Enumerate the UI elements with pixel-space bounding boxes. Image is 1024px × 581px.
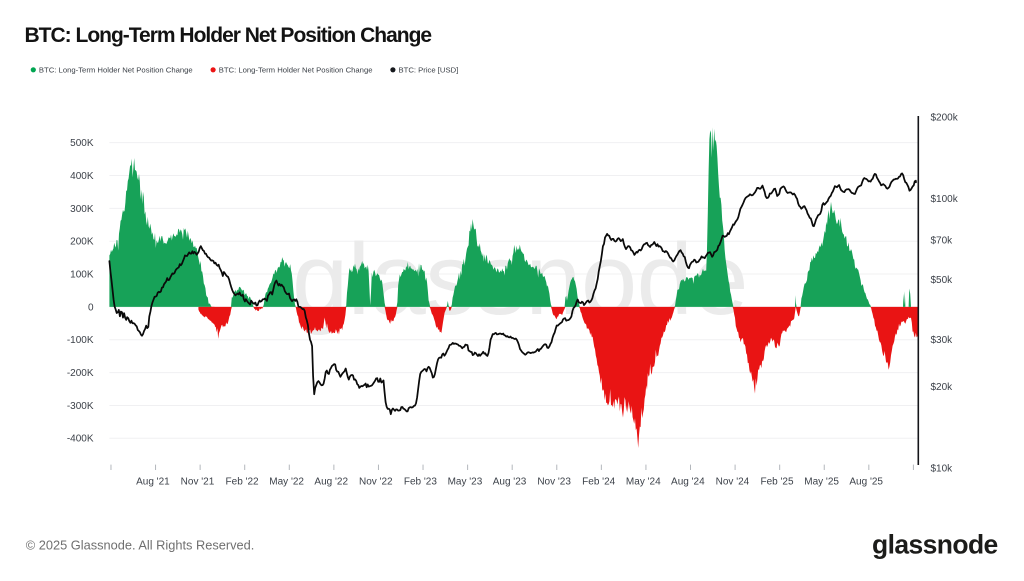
svg-text:BTC: Long-Term Holder Net Posi: BTC: Long-Term Holder Net Position Chang… (219, 66, 373, 75)
svg-text:Nov '24: Nov '24 (716, 477, 750, 488)
svg-text:© 2025 Glassnode. All Rights R: © 2025 Glassnode. All Rights Reserved. (26, 538, 255, 553)
svg-text:Feb '23: Feb '23 (404, 477, 437, 488)
svg-text:Aug '21: Aug '21 (136, 477, 170, 488)
svg-text:$20k: $20k (931, 382, 954, 393)
svg-text:Aug '24: Aug '24 (671, 477, 705, 488)
svg-text:-100K: -100K (67, 335, 94, 346)
svg-text:Feb '25: Feb '25 (760, 477, 793, 488)
svg-text:300K: 300K (70, 204, 94, 215)
svg-text:$70k: $70k (931, 236, 954, 247)
svg-text:Feb '22: Feb '22 (226, 477, 259, 488)
svg-text:$30k: $30k (931, 335, 954, 346)
svg-text:400K: 400K (70, 171, 94, 182)
svg-text:-300K: -300K (67, 401, 94, 412)
svg-text:Aug '25: Aug '25 (849, 477, 883, 488)
svg-text:Nov '22: Nov '22 (359, 477, 393, 488)
svg-text:May '24: May '24 (626, 477, 661, 488)
svg-text:May '22: May '22 (269, 477, 304, 488)
svg-text:May '25: May '25 (804, 477, 839, 488)
svg-text:Aug '23: Aug '23 (493, 477, 527, 488)
svg-text:-200K: -200K (67, 368, 94, 379)
svg-text:100K: 100K (70, 269, 94, 280)
svg-text:500K: 500K (70, 138, 94, 149)
svg-text:-400K: -400K (67, 434, 94, 445)
svg-text:$200k: $200k (931, 113, 959, 124)
svg-text:200K: 200K (70, 237, 94, 248)
svg-text:BTC: Long-Term Holder Net Posi: BTC: Long-Term Holder Net Position Chang… (39, 66, 193, 75)
svg-text:May '23: May '23 (448, 477, 483, 488)
svg-text:glassnode: glassnode (872, 530, 998, 560)
svg-text:$10k: $10k (931, 463, 954, 474)
svg-text:$100k: $100k (931, 194, 959, 205)
svg-text:Aug '22: Aug '22 (314, 477, 348, 488)
svg-text:BTC: Price [USD]: BTC: Price [USD] (399, 66, 459, 75)
svg-text:Nov '21: Nov '21 (181, 477, 215, 488)
svg-text:Nov '23: Nov '23 (537, 477, 571, 488)
svg-text:Feb '24: Feb '24 (582, 477, 615, 488)
svg-text:0: 0 (88, 302, 94, 313)
svg-text:BTC: Long-Term Holder Net Posi: BTC: Long-Term Holder Net Position Chang… (25, 24, 432, 47)
svg-text:$50k: $50k (931, 275, 954, 286)
